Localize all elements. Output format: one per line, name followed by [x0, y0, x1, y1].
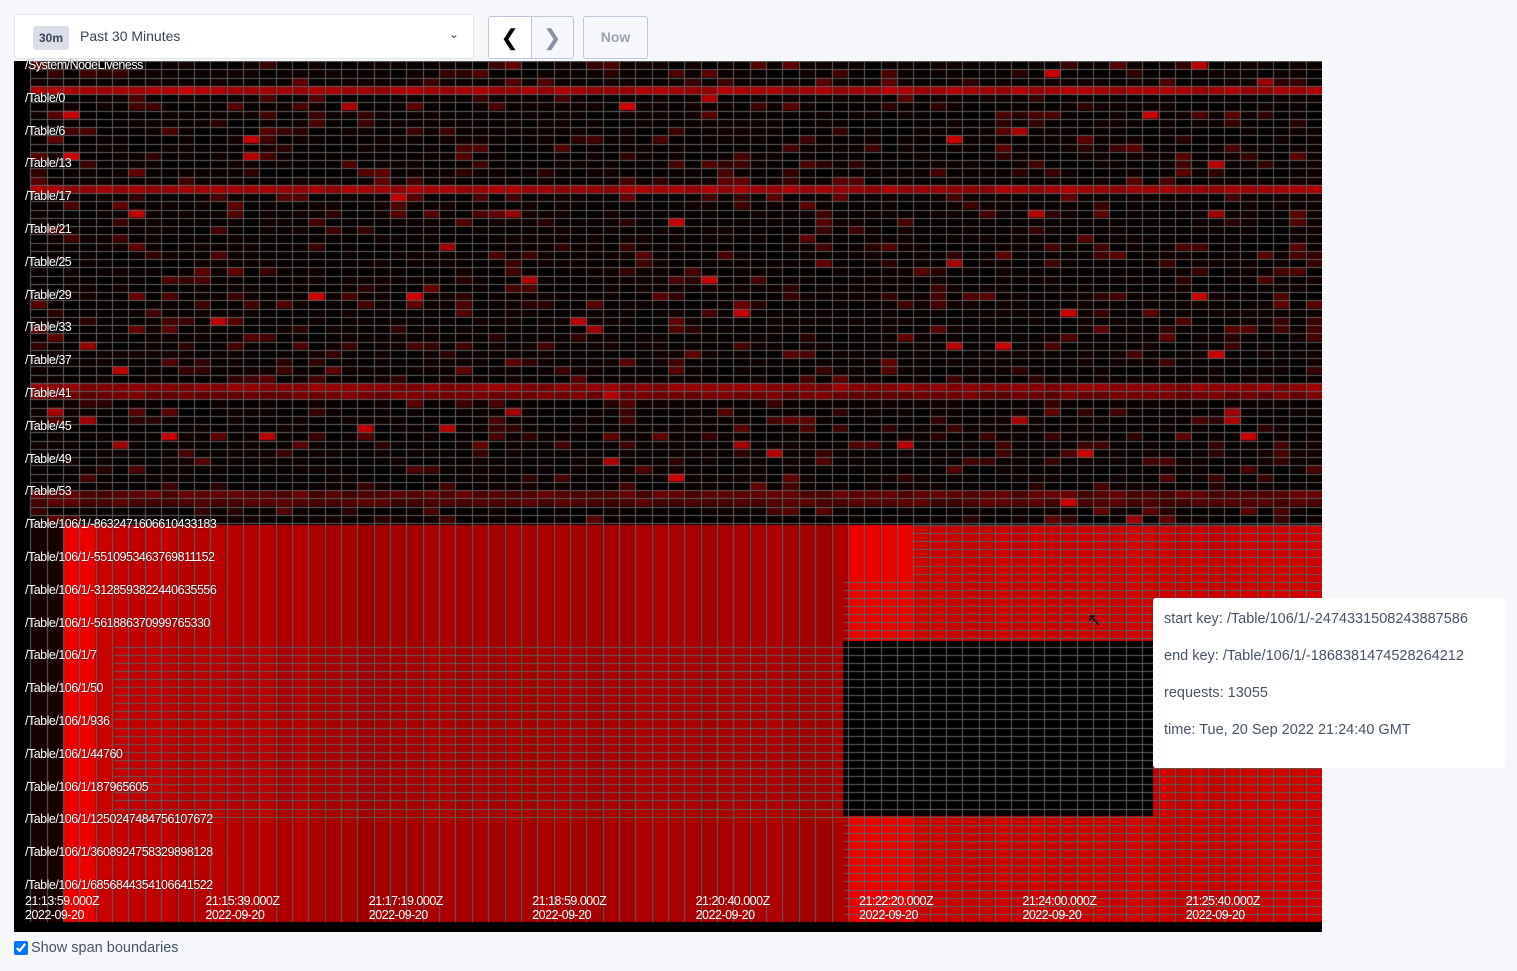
show-span-boundaries[interactable]: Show span boundaries: [14, 940, 179, 956]
time-label: 21:13:59.000Z 2022-09-20: [25, 894, 100, 922]
time-label: 21:18:59.000Z 2022-09-20: [532, 894, 607, 922]
key-label: /Table/21: [25, 222, 72, 236]
key-label: /Table/106/1/6856844354106641522: [25, 878, 213, 892]
key-label: /System/NodeLiveness: [25, 58, 143, 72]
time-range-selector[interactable]: 30m Past 30 Minutes ⌄: [14, 14, 474, 59]
time-label-date: 2022-09-20: [368, 908, 428, 922]
time-label: 21:25:40.000Z 2022-09-20: [1185, 894, 1261, 922]
time-label-date: 2022-09-20: [1185, 908, 1245, 922]
chevron-right-icon: ❯: [543, 24, 562, 50]
key-label: /Table/49: [25, 451, 72, 466]
key-label: /Table/25: [25, 254, 72, 269]
key-label: /Table/106/1/1250247484756107672: [25, 812, 213, 827]
key-label: /Table/106/1/-561886370999765330: [25, 615, 210, 630]
key-label: /Table/106/1/-8632471606610433183: [25, 517, 217, 532]
key-label: /Table/53: [25, 484, 72, 499]
key-label: /Table/13: [25, 156, 72, 171]
time-label: 21:24:00.000Z 2022-09-20: [1022, 894, 1097, 922]
key-label: /Table/106/1/-3128593822440635556: [25, 582, 217, 597]
time-label-time: 21:17:19.000Z: [368, 894, 444, 908]
tooltip-time: time: Tue, 20 Sep 2022 21:24:40 GMT: [1164, 722, 1411, 738]
heatmap-tooltip: start key: /Table/106/1/-247433150824388…: [1153, 598, 1505, 768]
tooltip-requests: requests: 13055: [1164, 685, 1268, 701]
chevron-left-icon: ❮: [500, 24, 519, 50]
time-label-date: 2022-09-20: [1022, 908, 1082, 922]
key-label: /Table/6: [25, 123, 65, 138]
key-label: /Table/17: [25, 189, 72, 204]
key-label: /Table/106/1/3608924758329898128: [25, 845, 213, 860]
time-nav-group: ❮ ❯: [488, 16, 574, 59]
key-label: /Table/106/1/44760: [25, 746, 123, 761]
key-label: /Table/29: [25, 287, 72, 302]
key-label: /Table/106/1/187965605: [25, 779, 149, 794]
key-label: /Table/106/1/-5510953463769811152: [25, 550, 215, 564]
time-label-time: 21:18:59.000Z: [532, 894, 607, 908]
key-label: /Table/106/1/50: [25, 681, 104, 696]
key-label: /Table/41: [25, 386, 72, 400]
next-button[interactable]: ❯: [531, 17, 573, 58]
key-label: /Table/106/1/936: [25, 714, 110, 728]
time-label-time: 21:24:00.000Z: [1022, 894, 1097, 908]
show-span-boundaries-label: Show span boundaries: [31, 940, 179, 956]
mouse-cursor-icon: ↖: [1087, 610, 1103, 630]
time-label-time: 21:25:40.000Z: [1185, 894, 1261, 908]
key-label: /Table/33: [25, 320, 72, 335]
key-label: /Table/37: [25, 353, 72, 368]
show-span-boundaries-checkbox[interactable]: [14, 941, 28, 955]
time-label-date: 2022-09-20: [532, 908, 592, 922]
key-label: /Table/0: [25, 90, 65, 105]
time-label-date: 2022-09-20: [25, 908, 84, 922]
key-visualizer-heatmap[interactable]: [14, 61, 1322, 932]
chevron-down-icon: ⌄: [448, 27, 459, 41]
time-label-date: 2022-09-20: [695, 908, 755, 922]
time-label: 21:22:20.000Z 2022-09-20: [859, 894, 934, 922]
time-label-time: 21:13:59.000Z: [25, 894, 100, 908]
time-label: 21:20:40.000Z 2022-09-20: [695, 894, 771, 922]
range-label: Past 30 Minutes: [80, 28, 181, 44]
time-label: 21:15:39.000Z 2022-09-20: [205, 894, 280, 922]
time-label-date: 2022-09-20: [859, 908, 918, 922]
tooltip-end-key: end key: /Table/106/1/-18683814745282642…: [1164, 648, 1464, 664]
time-label-date: 2022-09-20: [205, 908, 265, 922]
key-label: /Table/45: [25, 418, 72, 433]
key-label: /Table/106/1/7: [25, 648, 97, 663]
now-button[interactable]: Now: [583, 16, 648, 59]
time-label: 21:17:19.000Z 2022-09-20: [368, 894, 444, 922]
time-label-time: 21:15:39.000Z: [205, 894, 280, 908]
previous-button[interactable]: ❮: [489, 17, 532, 58]
time-label-time: 21:22:20.000Z: [859, 894, 934, 908]
range-badge: 30m: [33, 26, 69, 50]
tooltip-start-key: start key: /Table/106/1/-247433150824388…: [1164, 611, 1468, 627]
time-label-time: 21:20:40.000Z: [695, 894, 771, 908]
